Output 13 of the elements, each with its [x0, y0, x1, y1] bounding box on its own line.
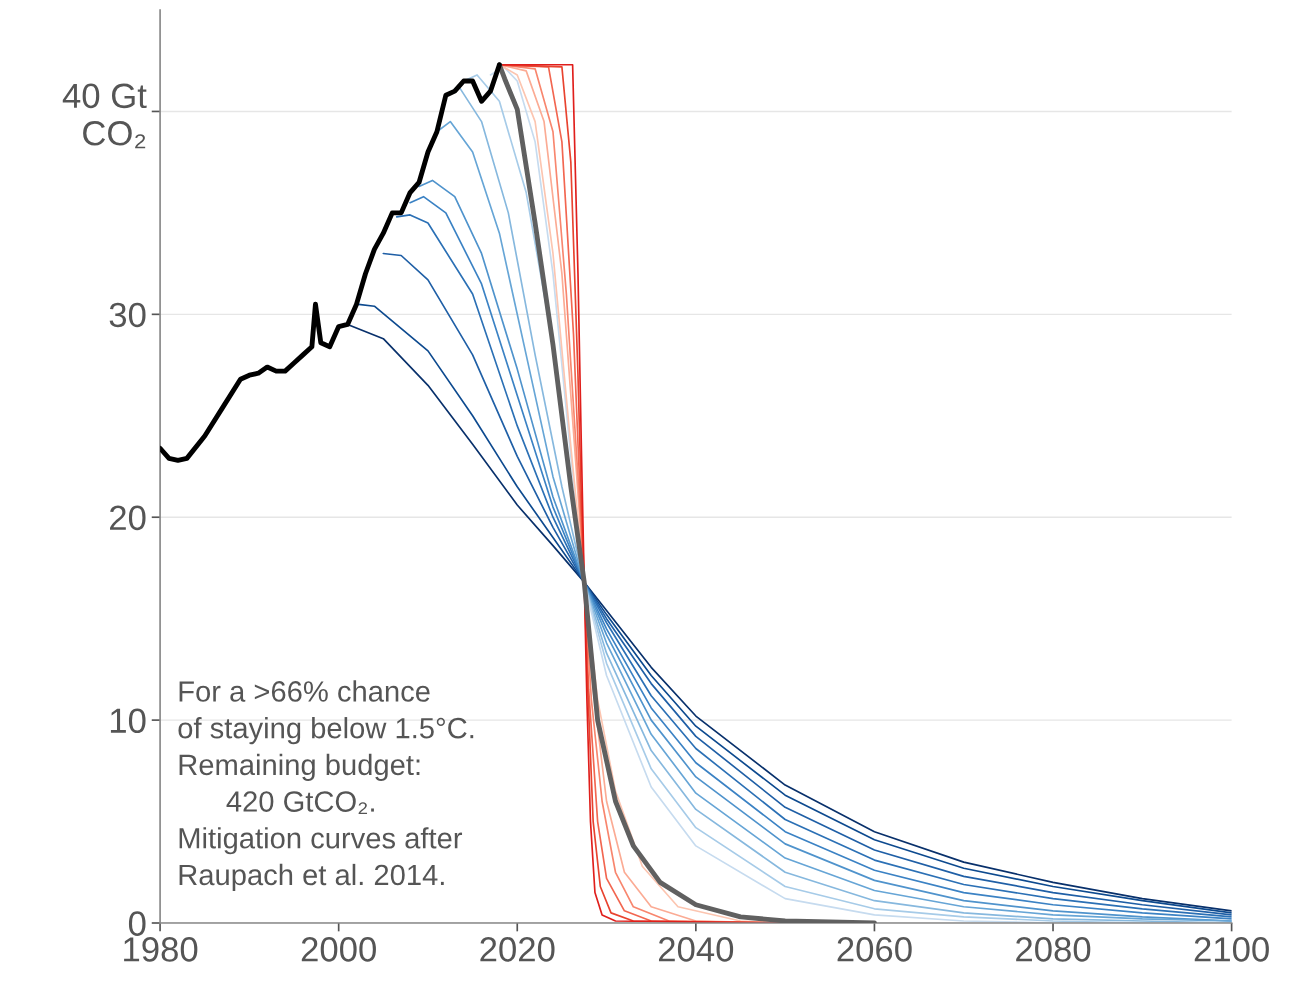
x-tick-label: 2100: [1194, 937, 1269, 962]
y-tick-label: 10: [110, 708, 146, 734]
x-tick-label: 2080: [1016, 937, 1091, 962]
y-tick-label: 30: [109, 302, 146, 328]
x-tick-label: 1980: [124, 937, 198, 962]
y-tick-label: 20: [110, 505, 146, 531]
x-tick-label: 2060: [837, 937, 912, 962]
x-tick-label: 2000: [301, 937, 376, 962]
y-tick-label: 40 Gt CO₂: [62, 83, 147, 149]
x-tick-label: 2040: [658, 937, 734, 962]
annotation: For a >66% chance of staying below 1.5°C. Remaining budget: 420 GtCO₂. Mitigation curves after Raupach et al. 2014.: [178, 680, 474, 892]
y-tick-label: 0: [128, 911, 146, 936]
x-tick-label: 2020: [480, 937, 555, 962]
